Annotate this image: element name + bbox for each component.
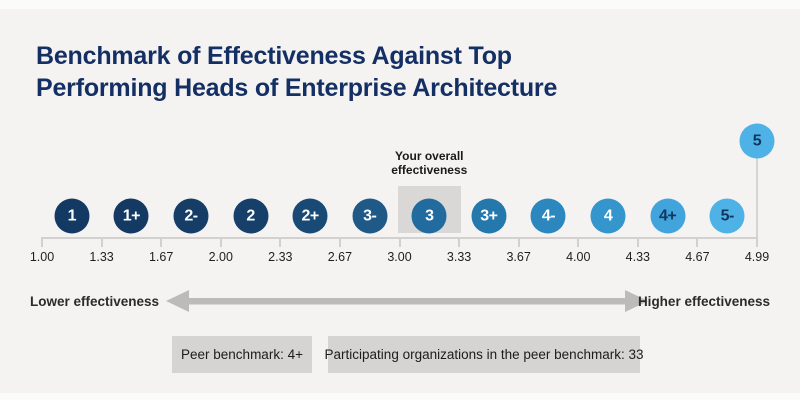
axis-tick <box>696 237 699 247</box>
higher-effectiveness-label: Higher effectiveness <box>637 294 770 309</box>
rating-circle-1: 1 <box>54 198 90 234</box>
axis-tick-label: 3.67 <box>506 250 531 264</box>
axis-tick <box>219 237 222 247</box>
rating-circle-2-: 2- <box>173 198 209 234</box>
peer-benchmark-box: Peer benchmark: 4+ <box>172 336 312 373</box>
rating-circle-2: 2 <box>233 198 269 234</box>
rating-circle-4: 4 <box>590 198 626 234</box>
axis-tick <box>636 237 639 247</box>
axis-tick-label: 1.33 <box>89 250 114 264</box>
axis-tick <box>756 237 758 247</box>
axis-tick-label: 4.00 <box>566 250 591 264</box>
axis-tick <box>517 237 520 247</box>
rating-circle-4+: 4+ <box>650 198 686 234</box>
axis-tick <box>338 237 341 247</box>
axis-tick-label: 1.00 <box>29 250 55 264</box>
rating-circle-2+: 2+ <box>292 198 328 234</box>
axis-tick-label: 2.33 <box>268 250 293 264</box>
axis-tick <box>577 237 580 247</box>
axis-tick <box>41 237 43 247</box>
elevated-rating-connector <box>756 156 758 237</box>
double-arrow-icon <box>166 290 648 312</box>
page-title-line1: Benchmark of Effectiveness Against Top <box>36 42 512 70</box>
rating-circle-3: 3 <box>411 198 447 234</box>
rating-circle-3-: 3- <box>352 198 388 234</box>
axis-tick <box>160 237 163 247</box>
axis-tick-label: 1.67 <box>148 250 174 264</box>
rating-circle-4-: 4- <box>530 198 566 234</box>
overall-effectiveness-label: Your overall effectiveness <box>391 149 468 177</box>
axis-tick-label: 4.33 <box>625 250 650 264</box>
top-edge-strip <box>0 0 800 9</box>
page-title-line2: Performing Heads of Enterprise Architect… <box>36 74 558 102</box>
lower-effectiveness-label: Lower effectiveness <box>30 294 160 309</box>
axis-tick <box>398 237 401 247</box>
bottom-edge-strip <box>0 393 800 400</box>
rating-circle-3+: 3+ <box>471 198 507 234</box>
rating-circle-1+: 1+ <box>113 198 149 234</box>
axis-tick-label: 2.00 <box>208 250 233 264</box>
axis-tick-label: 4.67 <box>685 250 710 264</box>
axis-tick-label: 4.99 <box>744 250 770 264</box>
participants-box: Participating organizations in the peer … <box>325 336 643 373</box>
axis-tick <box>279 237 282 247</box>
participants-text: Participating organizations in the peer … <box>324 347 644 362</box>
rating-circle-5: 5 <box>739 123 775 159</box>
axis-tick-label: 3.00 <box>387 250 412 264</box>
axis-tick-label: 3.33 <box>446 250 472 264</box>
page-title: Benchmark of Effectiveness Against Top P… <box>36 40 656 104</box>
axis-tick <box>100 237 103 247</box>
axis-tick <box>458 237 461 247</box>
peer-benchmark-text: Peer benchmark: 4+ <box>181 347 303 362</box>
axis-tick-label: 2.67 <box>327 250 353 264</box>
rating-circle-5-: 5- <box>709 198 745 234</box>
